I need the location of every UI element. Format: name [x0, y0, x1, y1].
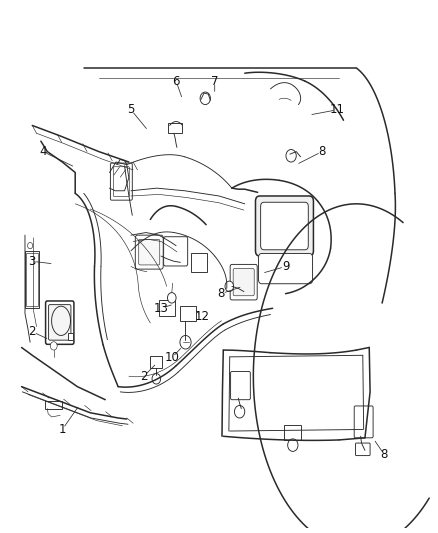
Circle shape: [234, 406, 245, 418]
Circle shape: [225, 281, 233, 292]
FancyBboxPatch shape: [139, 239, 160, 265]
FancyBboxPatch shape: [356, 443, 370, 456]
FancyBboxPatch shape: [180, 306, 196, 321]
FancyBboxPatch shape: [113, 167, 129, 197]
FancyBboxPatch shape: [354, 406, 373, 438]
FancyBboxPatch shape: [159, 301, 175, 316]
FancyBboxPatch shape: [68, 333, 73, 340]
FancyBboxPatch shape: [135, 235, 163, 269]
FancyBboxPatch shape: [230, 264, 257, 300]
Text: 3: 3: [28, 255, 36, 268]
Circle shape: [28, 243, 33, 249]
Text: 13: 13: [154, 302, 169, 315]
FancyBboxPatch shape: [258, 254, 313, 284]
FancyBboxPatch shape: [230, 372, 251, 400]
FancyBboxPatch shape: [164, 237, 187, 266]
Text: 8: 8: [217, 287, 225, 300]
FancyBboxPatch shape: [284, 425, 301, 440]
Text: 7: 7: [211, 75, 219, 87]
FancyBboxPatch shape: [168, 123, 182, 133]
FancyBboxPatch shape: [255, 196, 314, 256]
FancyBboxPatch shape: [150, 356, 162, 368]
Text: 10: 10: [164, 351, 179, 365]
Circle shape: [200, 92, 210, 104]
FancyBboxPatch shape: [191, 254, 208, 272]
Text: 8: 8: [381, 448, 388, 461]
Text: 4: 4: [39, 145, 47, 158]
Text: 6: 6: [172, 75, 180, 87]
Text: 11: 11: [329, 103, 345, 116]
FancyBboxPatch shape: [45, 401, 62, 409]
FancyBboxPatch shape: [261, 202, 308, 250]
FancyBboxPatch shape: [25, 251, 39, 308]
Circle shape: [152, 374, 161, 384]
Text: 2: 2: [140, 370, 148, 383]
Circle shape: [180, 335, 191, 349]
Text: 1: 1: [59, 423, 66, 436]
Text: 2: 2: [28, 325, 36, 338]
Circle shape: [28, 261, 33, 267]
Text: 12: 12: [194, 310, 209, 322]
Circle shape: [286, 149, 296, 162]
Circle shape: [288, 439, 298, 451]
Text: 9: 9: [282, 260, 289, 273]
FancyBboxPatch shape: [233, 269, 254, 296]
Text: 8: 8: [318, 145, 326, 158]
FancyBboxPatch shape: [110, 163, 132, 200]
Circle shape: [28, 280, 34, 286]
Circle shape: [167, 293, 176, 303]
Circle shape: [50, 342, 57, 350]
FancyBboxPatch shape: [26, 254, 38, 306]
FancyBboxPatch shape: [46, 301, 74, 344]
Text: 5: 5: [127, 103, 135, 116]
FancyBboxPatch shape: [49, 305, 71, 340]
